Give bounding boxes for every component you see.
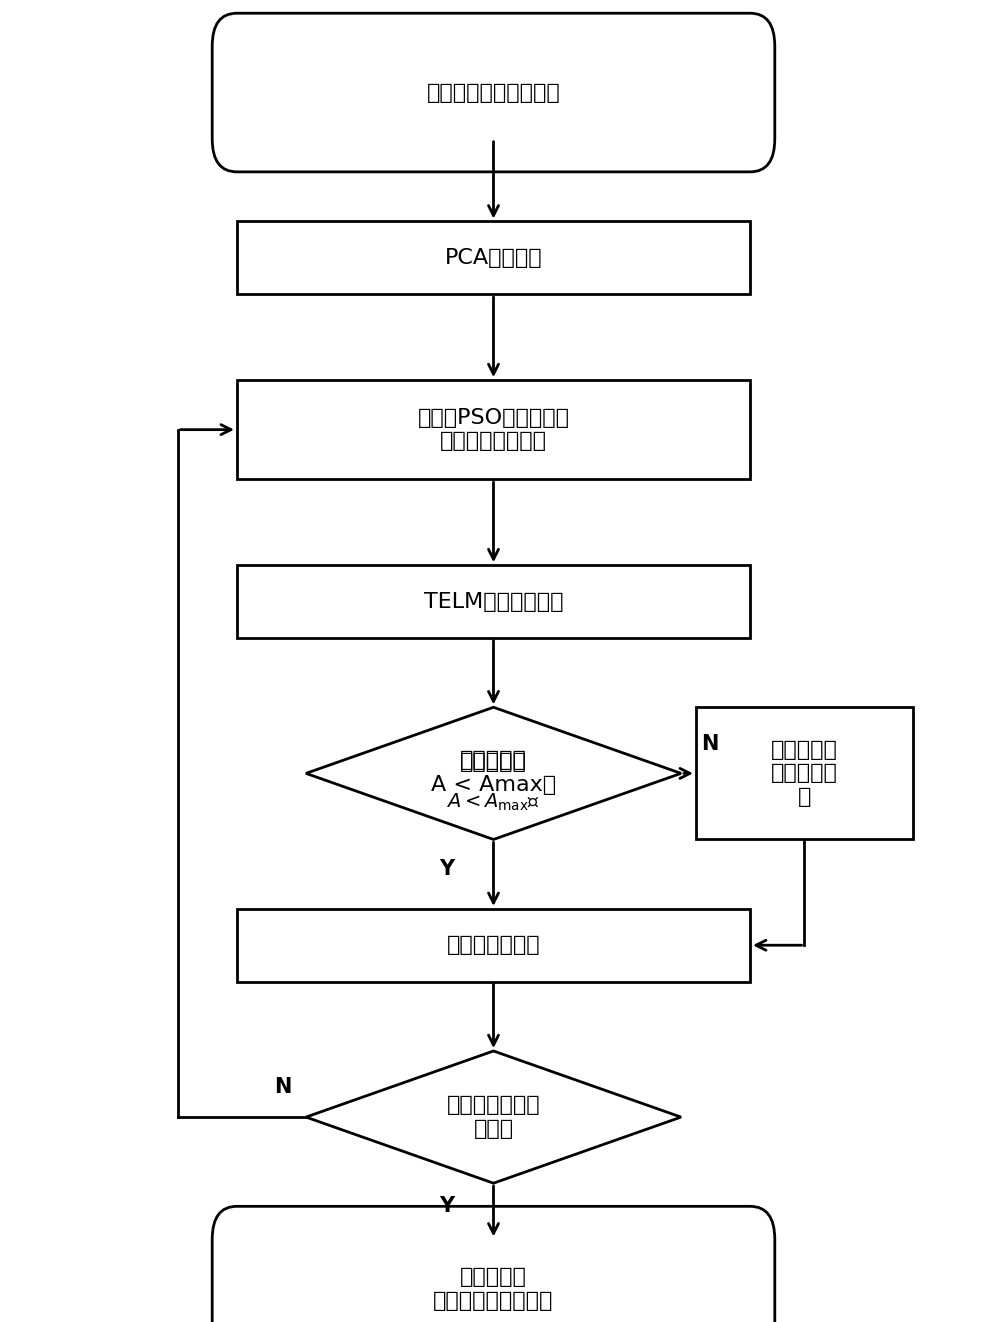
Text: 初始化PSO，随机产生
粒子的速度和位置: 初始化PSO，随机产生 粒子的速度和位置 <box>417 408 569 451</box>
Text: 更新速度和位置: 更新速度和位置 <box>447 935 539 956</box>
Text: 计算适应度: 计算适应度 <box>459 750 527 771</box>
Text: 计算适应度
A < Amax？: 计算适应度 A < Amax？ <box>431 752 555 795</box>
FancyBboxPatch shape <box>237 910 749 981</box>
Text: 根据最优值
计算测试的均方误差: 根据最优值 计算测试的均方误差 <box>433 1268 553 1310</box>
Text: N: N <box>700 734 718 754</box>
Text: Y: Y <box>439 859 454 879</box>
Text: 保存粒子最
优位置和长
度: 保存粒子最 优位置和长 度 <box>770 740 837 806</box>
Text: TELM初始化和建模: TELM初始化和建模 <box>423 591 563 612</box>
Text: 输入赤铁矿的光谱数据: 输入赤铁矿的光谱数据 <box>426 82 560 103</box>
Text: PCA处理数据: PCA处理数据 <box>445 247 541 268</box>
FancyBboxPatch shape <box>237 381 749 479</box>
FancyBboxPatch shape <box>212 13 774 172</box>
Text: $A < A_\mathrm{max}$？: $A < A_\mathrm{max}$？ <box>446 792 540 813</box>
Polygon shape <box>306 1051 680 1183</box>
FancyBboxPatch shape <box>695 707 912 839</box>
FancyBboxPatch shape <box>237 221 749 293</box>
Polygon shape <box>306 707 680 839</box>
Text: N: N <box>273 1077 291 1097</box>
Text: 是否达到的最大
迭代数: 是否达到的最大 迭代数 <box>447 1096 539 1138</box>
FancyBboxPatch shape <box>237 564 749 637</box>
Text: Y: Y <box>439 1196 454 1216</box>
FancyBboxPatch shape <box>212 1206 774 1322</box>
